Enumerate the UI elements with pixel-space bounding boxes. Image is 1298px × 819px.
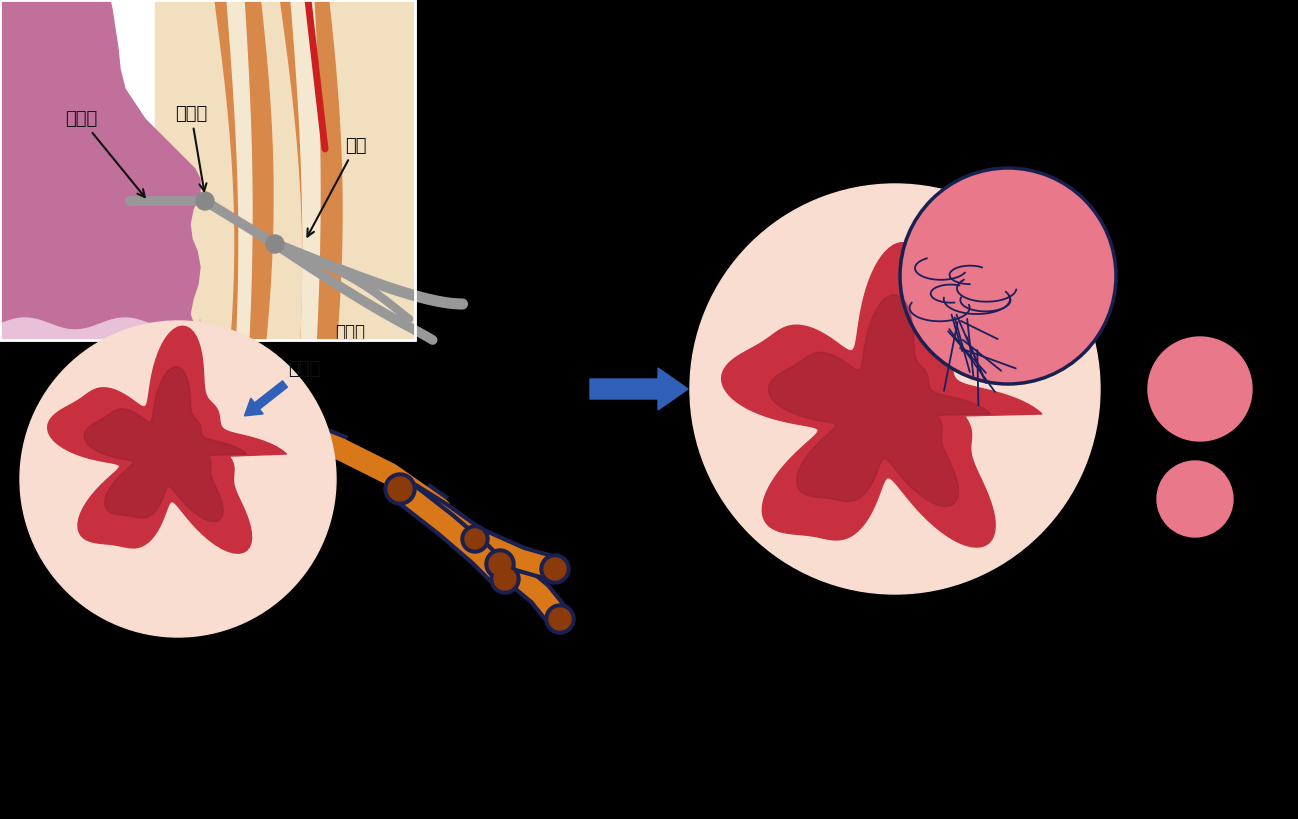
Text: 二次口: 二次口	[335, 323, 365, 341]
Bar	[0, 0, 415, 340]
Circle shape	[465, 529, 485, 549]
Circle shape	[196, 192, 214, 210]
Circle shape	[266, 235, 284, 253]
Polygon shape	[154, 0, 415, 340]
Circle shape	[388, 477, 411, 501]
FancyArrow shape	[591, 368, 688, 410]
Polygon shape	[0, 318, 200, 340]
Text: 原発巣: 原発巣	[175, 105, 208, 191]
Polygon shape	[0, 0, 200, 340]
Circle shape	[485, 549, 515, 579]
Polygon shape	[84, 367, 247, 522]
Polygon shape	[280, 0, 341, 340]
Text: 原発口: 原発口	[288, 360, 321, 378]
Polygon shape	[768, 295, 992, 506]
Circle shape	[1157, 461, 1233, 537]
Bar	[0, 0, 415, 340]
Circle shape	[1147, 337, 1253, 441]
Circle shape	[384, 473, 415, 505]
Circle shape	[489, 553, 511, 575]
Polygon shape	[227, 0, 252, 340]
Circle shape	[19, 321, 336, 637]
Text: 原発口: 原発口	[65, 110, 145, 197]
Polygon shape	[291, 0, 321, 340]
Circle shape	[544, 558, 566, 580]
Circle shape	[491, 564, 520, 594]
Circle shape	[540, 554, 570, 584]
Text: 瘻管: 瘻管	[308, 137, 366, 237]
FancyArrow shape	[244, 381, 287, 416]
Polygon shape	[48, 326, 287, 553]
Polygon shape	[722, 242, 1042, 547]
Circle shape	[691, 184, 1099, 594]
Circle shape	[900, 168, 1116, 384]
Circle shape	[461, 525, 489, 553]
Polygon shape	[215, 0, 273, 340]
Circle shape	[549, 608, 571, 630]
Circle shape	[545, 604, 575, 634]
Circle shape	[495, 568, 517, 590]
